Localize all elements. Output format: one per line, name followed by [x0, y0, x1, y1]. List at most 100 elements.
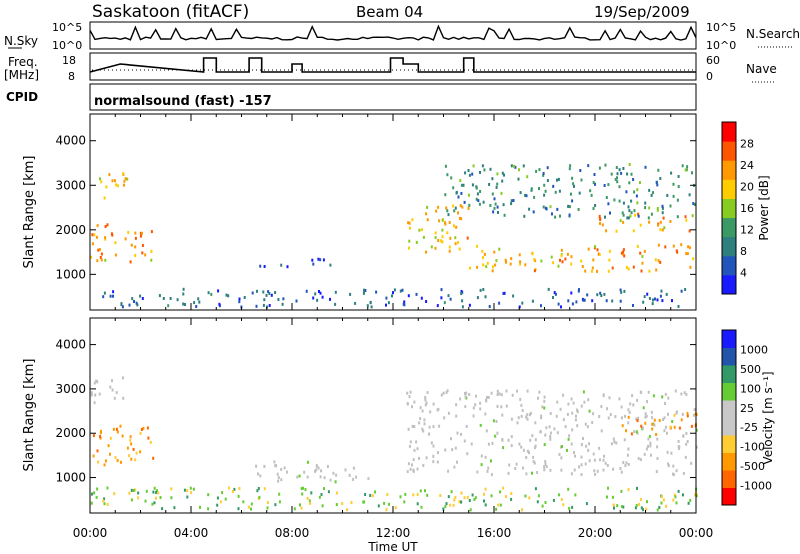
velocity-cell [505, 495, 507, 499]
power-cell [452, 204, 455, 208]
velocity-cell [318, 495, 321, 499]
power-cell [533, 269, 536, 273]
velocity-cell [593, 458, 596, 462]
power-cell [579, 169, 582, 172]
time-axis-title: Time UT [367, 540, 418, 554]
power-cell [620, 251, 623, 255]
velocity-cell [439, 494, 442, 497]
colorbar-tick-label: 8 [740, 245, 747, 258]
velocity-cell [355, 475, 357, 479]
power-cell [564, 257, 567, 261]
velocity-cell [566, 448, 568, 452]
velocity-cell [266, 506, 269, 510]
velocity-cell [656, 437, 659, 441]
velocity-cell [156, 489, 158, 493]
power-cell [635, 194, 638, 198]
power-cell [532, 210, 535, 214]
power-cell [131, 297, 134, 301]
power-cell [495, 259, 498, 263]
velocity-cell [334, 480, 337, 484]
power-cell [648, 269, 651, 273]
velocity-cell [572, 401, 575, 405]
power-cell [349, 292, 352, 296]
power-cell [546, 179, 549, 182]
power-cell [592, 181, 595, 184]
velocity-cell [630, 432, 633, 436]
power-cell [115, 183, 118, 187]
power-cell [458, 247, 461, 251]
velocity-cell [537, 396, 539, 400]
velocity-cell [573, 451, 575, 454]
power-cell [369, 300, 372, 304]
power-cell [319, 291, 322, 295]
power-cell [560, 305, 562, 309]
velocity-cell [424, 489, 426, 493]
velocity-cell [650, 453, 652, 457]
power-cell [476, 296, 479, 300]
velocity-cell [460, 500, 462, 504]
velocity-cell [561, 445, 563, 448]
power-cell [641, 261, 644, 265]
colorbar-tick-label: 100 [740, 382, 761, 395]
velocity-cell [544, 501, 547, 504]
power-cell [277, 298, 280, 301]
power-cell [478, 202, 481, 206]
colorbar-segment [722, 347, 736, 366]
power-cell [554, 292, 557, 296]
power-cell [96, 224, 99, 228]
velocity-cell [90, 393, 93, 397]
velocity-cell [675, 410, 678, 414]
velocity-cell [426, 493, 429, 497]
power-cell [601, 223, 604, 227]
velocity-cell [665, 431, 668, 435]
velocity-cell [549, 468, 552, 472]
power-cell [140, 234, 142, 238]
power-cell [688, 246, 691, 250]
velocity-cell [568, 434, 571, 438]
velocity-cell [335, 491, 338, 495]
velocity-cell [534, 421, 537, 425]
velocity-cell [472, 414, 475, 418]
power-cell [670, 171, 673, 175]
velocity-cell [130, 442, 133, 446]
power-cell [571, 302, 574, 306]
velocity-cell [641, 426, 644, 430]
velocity-cell [403, 500, 406, 504]
velocity-cell [132, 447, 135, 451]
x-tick-label: 08:00 [275, 526, 310, 540]
velocity-cell [549, 431, 552, 435]
velocity-cell [531, 434, 534, 438]
velocity-cell [516, 389, 518, 393]
power-cell [464, 171, 467, 175]
power-cell [570, 192, 572, 196]
power-cell [475, 244, 478, 248]
x-tick-label: 04:00 [174, 526, 209, 540]
velocity-cell [430, 441, 433, 445]
velocity-cell [635, 430, 638, 434]
velocity-cell [555, 414, 558, 418]
power-cell [518, 168, 520, 172]
power-cell [150, 249, 153, 253]
power-cell [628, 209, 631, 213]
power-cell [622, 167, 625, 170]
velocity-cell [600, 429, 603, 433]
velocity-cell [93, 401, 96, 405]
velocity-cell [647, 437, 650, 441]
velocity-cell [471, 493, 474, 497]
power-cell [655, 180, 658, 184]
velocity-cell [476, 470, 479, 474]
nave-tick-top: 60 [706, 54, 720, 67]
power-cell [510, 164, 513, 168]
power-cell [489, 167, 492, 171]
power-colorbar: 4 8 12 16 20 24 28 [721, 121, 754, 295]
velocity-cell [216, 503, 219, 507]
velocity-cell [490, 391, 493, 395]
velocity-cell [473, 498, 476, 501]
velocity-cell [585, 444, 588, 448]
power-cell [622, 213, 625, 217]
velocity-cell [346, 508, 349, 512]
velocity-cell [673, 413, 676, 417]
power-cell [636, 244, 639, 248]
power-cell [603, 184, 606, 187]
power-cell [482, 288, 485, 291]
